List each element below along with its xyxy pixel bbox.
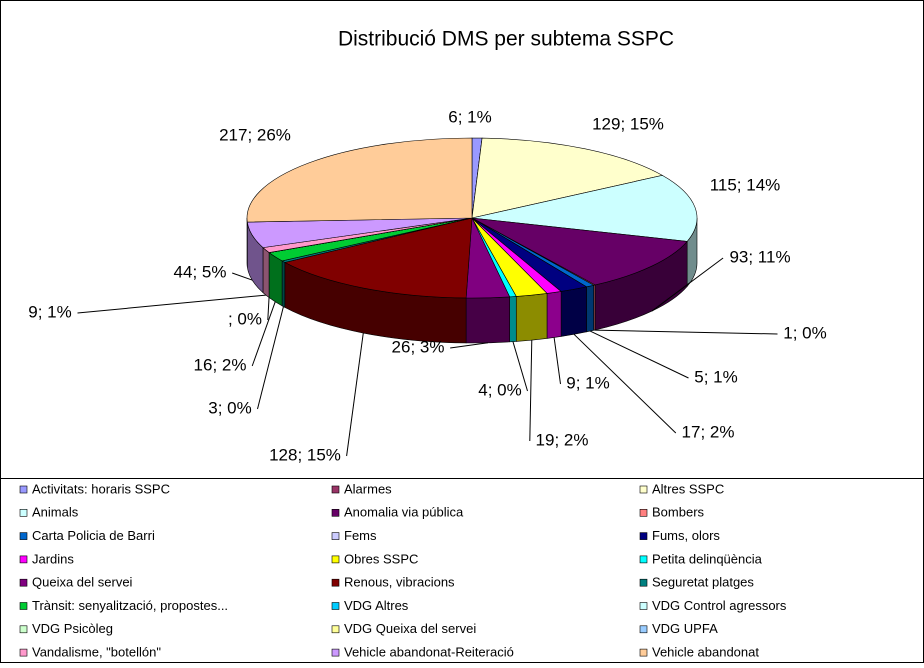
legend-swatch (640, 649, 647, 656)
legend-swatch (332, 556, 339, 563)
legend-label: VDG Control agressors (652, 598, 787, 613)
slice-side (587, 285, 594, 332)
data-label: 16; 2% (194, 355, 247, 374)
legend-swatch (332, 486, 339, 493)
legend-label: VDG Altres (344, 598, 409, 613)
data-label: 19; 2% (536, 430, 589, 449)
legend-swatch (20, 486, 27, 493)
legend-label: Altres SSPC (652, 481, 724, 496)
data-label: 9; 1% (566, 373, 609, 392)
slice-side (510, 296, 517, 341)
legend-swatch (640, 579, 647, 586)
legend-swatch (640, 533, 647, 540)
data-label: 9; 1% (28, 302, 71, 321)
legend-swatch (20, 603, 27, 610)
legend-label: VDG Queixa del servei (344, 621, 476, 636)
legend-swatch (640, 556, 647, 563)
data-label: 6; 1% (448, 107, 491, 126)
legend-swatch (20, 556, 27, 563)
legend-swatch (640, 626, 647, 633)
legend-swatch (332, 649, 339, 656)
legend-swatch (640, 603, 647, 610)
data-label: 1; 0% (783, 323, 826, 342)
legend-swatch (20, 509, 27, 516)
data-label: 4; 0% (478, 380, 521, 399)
legend-label: Seguretat platges (652, 575, 754, 590)
legend-label: Petita delinqüència (652, 551, 763, 566)
legend-label: Carta Policia de Barri (32, 528, 155, 543)
chart-title: Distribució DMS per subtema SSPC (338, 28, 674, 51)
legend-label: Fums, olors (652, 528, 720, 543)
data-label: 3; 0% (208, 398, 251, 417)
data-label: 26; 3% (392, 337, 445, 356)
legend-label: VDG UPFA (652, 621, 718, 636)
legend-swatch (20, 626, 27, 633)
legend-swatch (20, 649, 27, 656)
legend-label: Animals (32, 505, 79, 520)
data-label: 44; 5% (174, 262, 227, 281)
legend-label: VDG Psicòleg (32, 621, 113, 636)
legend-swatch (20, 579, 27, 586)
legend-swatch (640, 486, 647, 493)
data-label: 5; 1% (694, 367, 737, 386)
slice-side (516, 293, 547, 341)
legend-label: Vehicle abandonat (652, 645, 759, 660)
data-label: 115; 14% (710, 175, 781, 194)
slice-side (282, 261, 285, 308)
pie-tops (247, 138, 697, 298)
legend-swatch (20, 533, 27, 540)
data-label: 129; 15% (592, 114, 664, 133)
slice-side (547, 291, 561, 338)
legend-swatch (332, 579, 339, 586)
slice-side (561, 287, 586, 337)
legend-swatch (332, 533, 339, 540)
data-label: ; 0% (228, 309, 262, 328)
legend-label: Vandalisme, "botellón" (32, 645, 161, 660)
legend-label: Trànsit: senyalització, propostes... (32, 598, 228, 613)
data-label: 17; 2% (682, 422, 735, 441)
legend-label: Bombers (652, 505, 705, 520)
legend-label: Vehicle abandonat-Reiteració (344, 645, 514, 660)
legend-label: Queixa del servei (32, 575, 133, 590)
legend-label: Obres SSPC (344, 551, 418, 566)
data-label: 217; 26% (219, 125, 291, 144)
slice-side (466, 297, 510, 343)
legend-label: Jardins (32, 551, 74, 566)
legend-label: Activitats: horaris SSPC (32, 481, 170, 496)
legend-label: Renous, vibracions (344, 575, 455, 590)
legend-label: Anomalia via pública (344, 505, 464, 520)
legend-label: Alarmes (344, 481, 392, 496)
legend-label: Fems (344, 528, 377, 543)
legend-swatch (332, 626, 339, 633)
legend-swatch (332, 509, 339, 516)
slice-side (269, 253, 282, 306)
data-label: 128; 15% (269, 445, 341, 464)
slice-side (263, 248, 269, 298)
legend-swatch (332, 603, 339, 610)
data-label: 93; 11% (729, 247, 790, 266)
legend-swatch (640, 509, 647, 516)
